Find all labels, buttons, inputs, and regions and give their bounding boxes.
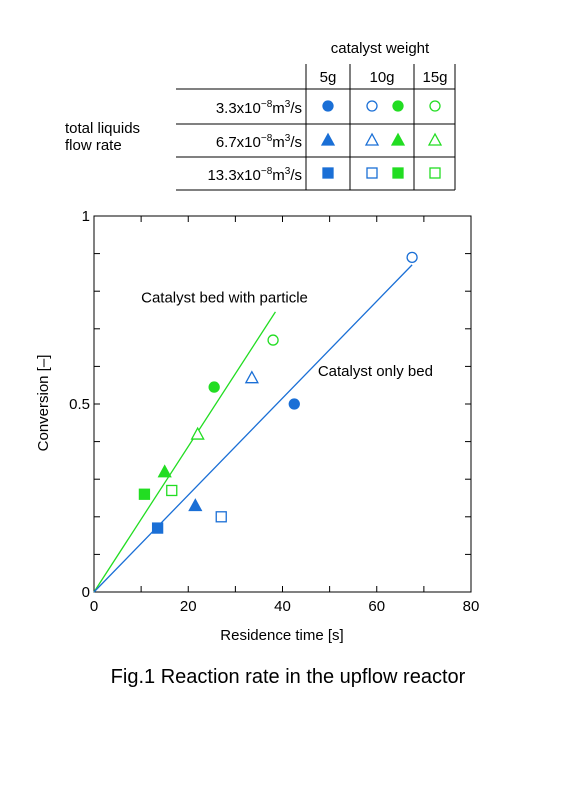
legend-marker-triangle	[364, 132, 380, 146]
legend-marker-circle	[429, 100, 441, 112]
annotation-label: Catalyst only bed	[318, 363, 433, 380]
legend-marker-square	[429, 167, 441, 179]
legend-marker-square	[392, 167, 404, 179]
x-axis-label: Residence time [s]	[220, 627, 343, 644]
legend-marker-triangle	[390, 132, 406, 146]
figure-caption: Fig.1 Reaction rate in the upflow reacto…	[111, 666, 466, 688]
legend-marker-triangle	[427, 132, 443, 146]
column-header-15g: 15g	[422, 69, 447, 86]
fit-line-blue	[93, 264, 413, 593]
data-point-triangle	[244, 370, 259, 384]
x-tick-label: 0	[90, 598, 98, 615]
legend-header: catalyst weight	[331, 40, 430, 57]
data-point-triangle	[190, 426, 205, 440]
x-tick-label: 60	[368, 598, 385, 615]
legend-marker-square	[322, 167, 334, 179]
flow-rate-label-3: 13.3x10−8m3/s	[207, 166, 302, 184]
fit-lines	[93, 264, 413, 593]
axis-ticks	[93, 215, 472, 593]
y-tick-label: 0	[82, 584, 90, 601]
data-point-square	[151, 522, 164, 534]
data-point-square	[215, 511, 227, 523]
legend-marker-triangle	[320, 132, 336, 146]
legend-table: catalyst weight 5g 10g 15g total liquids…	[65, 40, 456, 191]
fit-line-green	[93, 311, 276, 593]
flow-rate-label-2: 6.7x10−8m3/s	[216, 133, 302, 151]
legend-marker-circle	[392, 100, 404, 112]
data-point-circle	[267, 334, 279, 346]
data-points	[138, 251, 418, 534]
plot-area: 0 20 40 60 80 0 0.5 1 Catalyst bed with particl…	[35, 208, 479, 644]
data-point-square	[166, 484, 178, 497]
column-header-5g: 5g	[320, 69, 337, 86]
data-point-circle	[406, 251, 418, 264]
x-tick-label: 20	[180, 598, 197, 615]
data-point-square	[138, 488, 151, 500]
legend-marker-square	[366, 167, 378, 179]
annotation-label: Catalyst bed with particle	[141, 289, 308, 306]
legend-marker-circle	[366, 100, 378, 112]
annotations: Catalyst bed with particle Catalyst only …	[141, 289, 433, 379]
y-tick-label: 0.5	[69, 396, 90, 413]
axis-tick-labels: 0 20 40 60 80 0 0.5 1	[69, 208, 479, 615]
data-point-circle	[208, 381, 220, 393]
legend-markers	[320, 100, 443, 179]
plot-frame	[93, 215, 472, 593]
data-point-circle	[288, 398, 300, 410]
x-tick-label: 40	[274, 598, 291, 615]
y-axis-label: Conversion [–]	[35, 355, 52, 452]
column-header-10g: 10g	[369, 69, 394, 86]
legend-marker-circle	[322, 100, 334, 112]
data-point-triangle	[188, 498, 203, 512]
row-group-label-line1: total liquids	[65, 120, 140, 137]
y-tick-label: 1	[82, 208, 90, 225]
x-tick-label: 80	[463, 598, 480, 615]
data-point-triangle	[157, 464, 172, 478]
row-group-label-line2: flow rate	[65, 137, 122, 154]
flow-rate-label-1: 3.3x10−8m3/s	[216, 99, 302, 117]
